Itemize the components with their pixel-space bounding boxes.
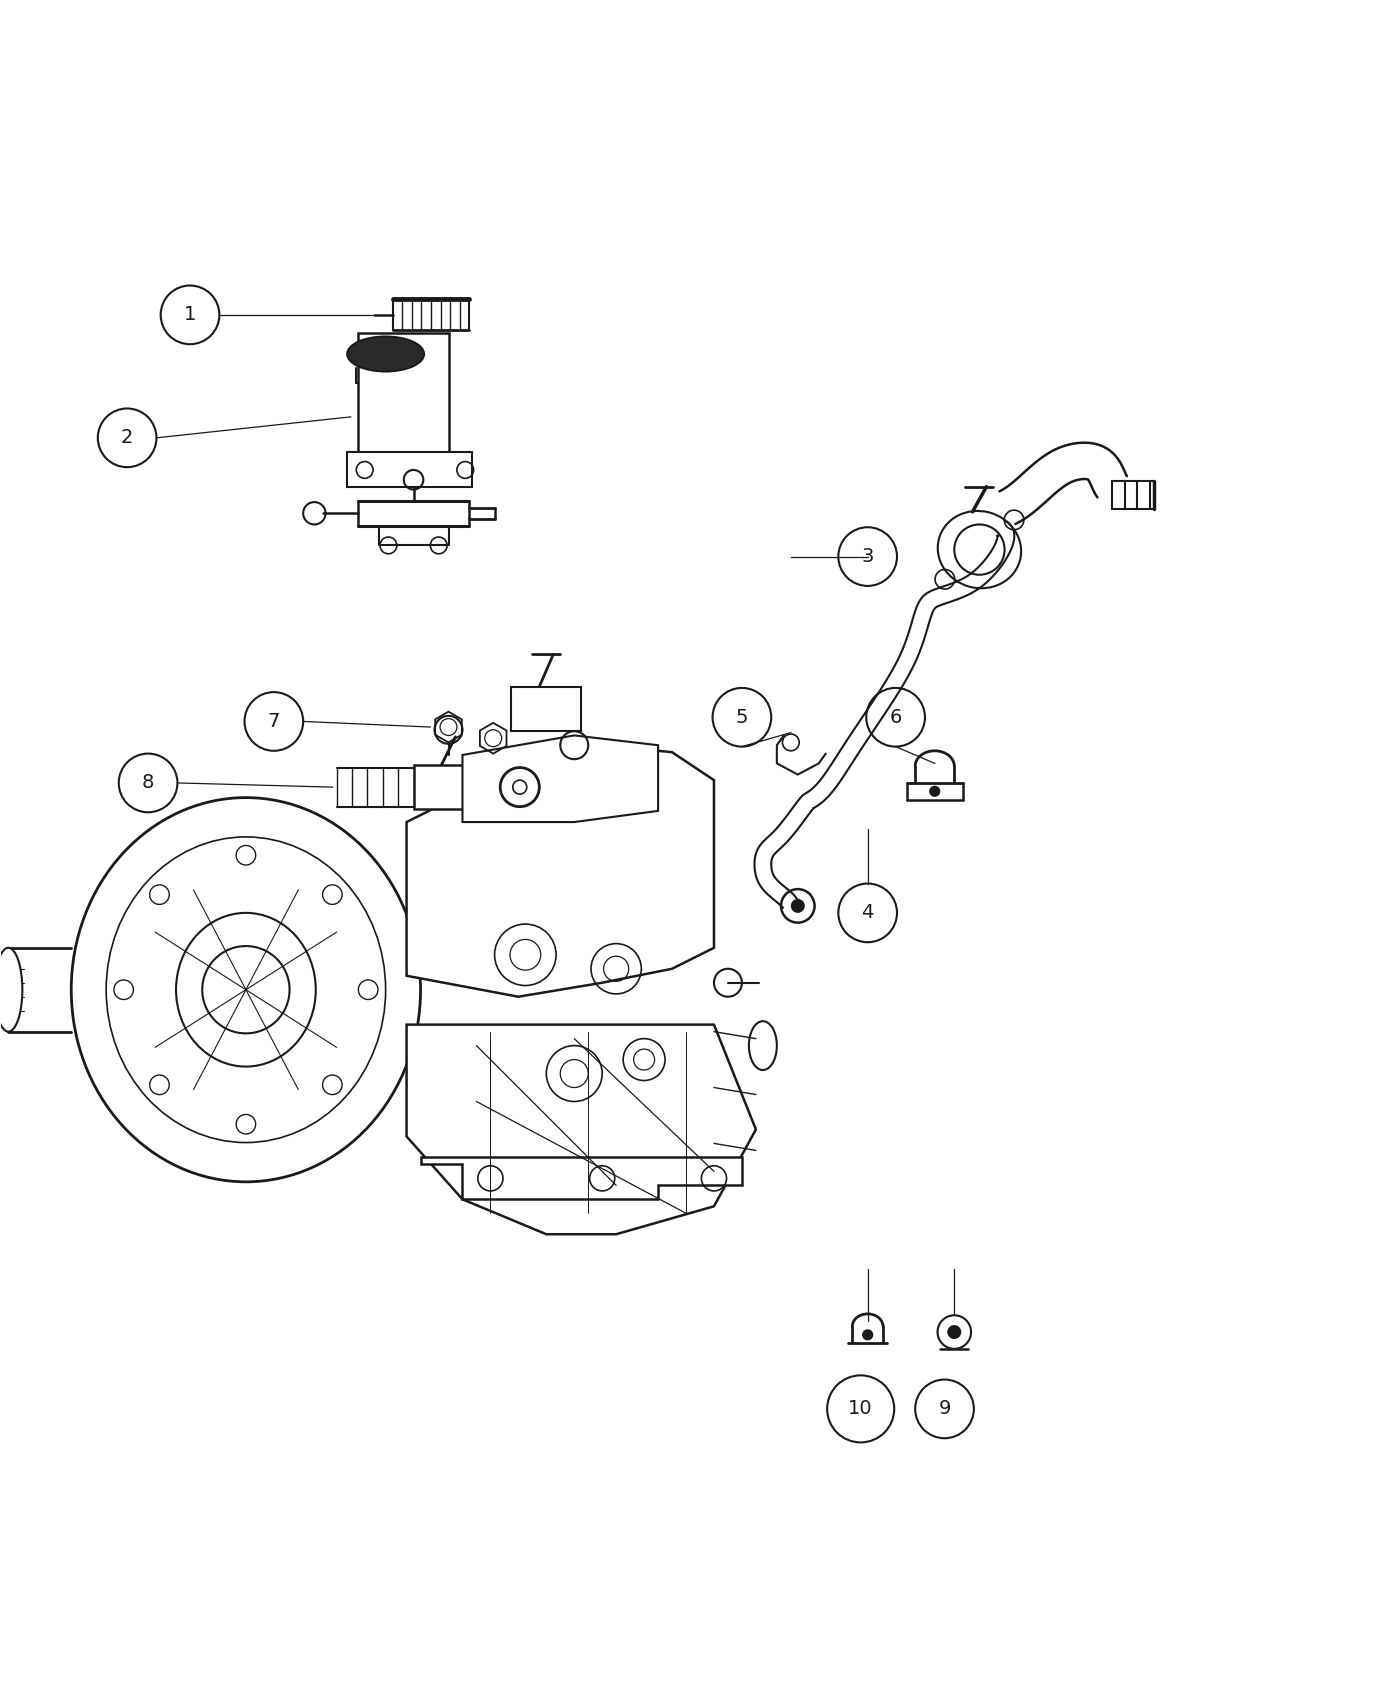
FancyBboxPatch shape [413,765,494,809]
Polygon shape [462,736,658,823]
Circle shape [791,899,805,913]
Text: 10: 10 [848,1399,874,1418]
Text: 9: 9 [938,1399,951,1418]
Text: 1: 1 [183,306,196,325]
Text: 6: 6 [889,707,902,728]
Polygon shape [406,745,714,996]
Circle shape [948,1324,962,1340]
Text: 3: 3 [861,547,874,566]
Ellipse shape [0,949,22,1032]
Polygon shape [406,1025,756,1234]
FancyBboxPatch shape [511,687,581,731]
Text: 8: 8 [141,774,154,792]
Circle shape [862,1329,874,1340]
Polygon shape [420,1158,742,1198]
Text: 4: 4 [861,903,874,923]
FancyBboxPatch shape [347,452,472,486]
Text: 2: 2 [120,428,133,447]
Circle shape [930,785,941,797]
Text: 7: 7 [267,712,280,731]
Ellipse shape [347,337,424,372]
Text: 5: 5 [735,707,748,728]
FancyBboxPatch shape [357,333,448,452]
